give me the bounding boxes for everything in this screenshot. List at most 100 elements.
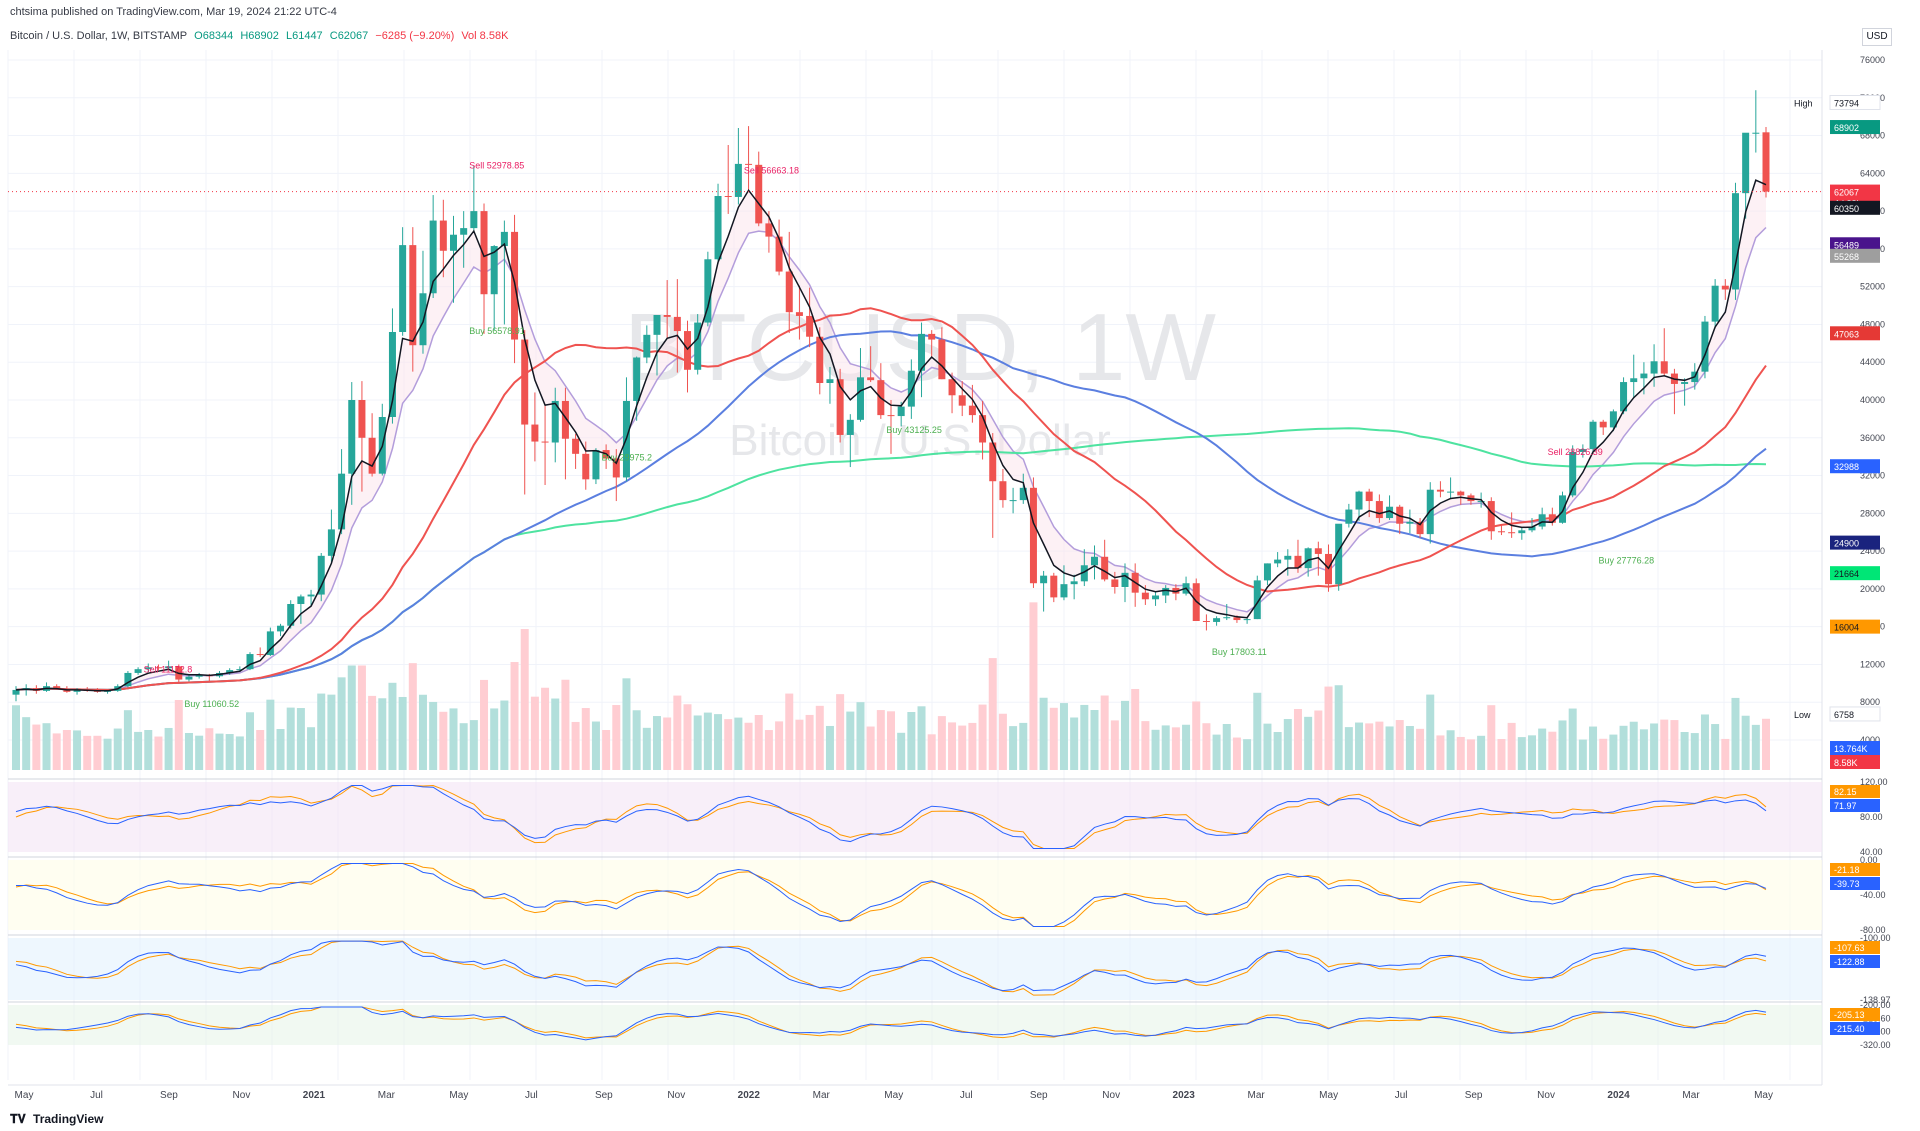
candle-body [358,400,366,438]
volume-bar [1762,718,1770,770]
volume-bar [520,629,529,770]
candle-body [897,406,905,417]
volume-bar [317,693,326,770]
volume-bar [530,696,539,770]
candle-body [989,442,997,482]
volume-bar [205,728,214,770]
candle-body [1060,584,1068,598]
candle-body [317,555,325,595]
candle-body [714,196,722,260]
tradingview-logo-icon: 𝐓𝐕 [10,1112,26,1126]
candle-body [663,315,671,317]
price-label-tag: High [1794,99,1813,109]
volume-bar [876,710,885,770]
volume-bar [266,699,275,770]
volume-bar [449,708,458,770]
volume-bar [459,723,468,770]
volume-bar [12,705,20,770]
candle-body [450,234,457,251]
volume-bar [1650,723,1659,770]
y-tick-label: 40000 [1860,395,1885,405]
brand-name: TradingView [33,1112,104,1126]
candle-body [1050,575,1058,598]
candle-body [867,377,875,381]
volume-bar [1110,720,1119,770]
oscillator-tick: -40.00 [1860,890,1886,900]
candle-body [531,424,539,442]
volume-bar [937,716,946,770]
x-tick-label: May [449,1090,468,1101]
volume-bar [1192,701,1201,770]
x-tick-label: May [884,1090,903,1101]
volume-bar [998,713,1007,770]
volume-bar [490,708,499,770]
price-label-box [1829,706,1881,722]
volume-bar [887,711,895,770]
volume-bar [1629,721,1638,770]
open-value: O68344 [194,30,234,42]
oscillator-panel [8,938,1822,1000]
oscillator-value-box [1830,1022,1880,1035]
oscillator-value: 71.97 [1834,801,1857,811]
volume-bar [1599,738,1608,770]
symbol-name[interactable]: Bitcoin / U.S. Dollar, 1W, BITSTAMP [10,30,188,42]
currency-button[interactable]: USD [1862,28,1892,46]
volume-bar [429,701,438,770]
volume-bar [1568,708,1577,770]
candle-body [185,676,193,680]
oscillator-value: -39.73 [1834,879,1860,889]
x-tick-label: 2021 [303,1090,326,1101]
candle-body [439,220,447,251]
x-tick-label: Nov [1537,1090,1555,1101]
y-tick-label: 32000 [1860,471,1885,481]
x-tick-label: Mar [1682,1090,1700,1101]
price-label-value: 16004 [1834,623,1859,633]
candle-body [1559,495,1567,523]
y-tick-label: 28000 [1860,508,1885,518]
volume-bar [988,658,997,770]
candle-body [226,670,234,673]
volume-bar [113,728,122,770]
candle-body [1609,411,1617,428]
price-label-value: 55268 [1834,252,1859,262]
candle-body [999,481,1007,501]
signal-label: Buy 56578.91 [469,326,525,336]
candle-body [1497,531,1505,533]
volume-bar [1405,726,1414,770]
candle-body [856,377,864,420]
volume-bar [510,662,519,770]
x-tick-label: Sep [1465,1090,1483,1101]
oscillator-value: -21.18 [1834,865,1860,875]
candle-body [1080,565,1088,582]
oscillator-tick: -320.00 [1860,1040,1891,1050]
candle-body [134,669,142,673]
footer-brand[interactable]: 𝐓𝐕 TradingView [10,1112,104,1127]
candle-body [704,259,712,323]
candle-body [470,211,478,229]
oscillator-line-orange [15,863,1767,927]
volume-bar [1416,728,1425,770]
candle-body [1447,491,1455,493]
volume-bar [134,731,143,770]
volume-bar [1039,697,1048,770]
price-label-value: 68902 [1834,123,1859,133]
oscillator-value-box [1830,941,1880,954]
volume-bar [1324,686,1333,770]
x-tick-label: May [1754,1090,1773,1101]
candle-body [734,163,742,197]
candle-body [826,379,834,383]
x-tick-label: Sep [160,1090,178,1101]
volume-bar [1589,726,1598,770]
candle-body [958,395,966,406]
x-tick-label: Sep [595,1090,613,1101]
candle-body [907,370,915,407]
x-tick-label: Nov [1102,1090,1120,1101]
candle-body [1304,548,1312,569]
candle-body [521,339,529,425]
candle-body [348,400,356,474]
volume-bar [103,738,112,770]
volume-bar [1131,688,1140,770]
oscillator-tick: 40.00 [1860,847,1883,857]
volume-bar [439,711,448,770]
